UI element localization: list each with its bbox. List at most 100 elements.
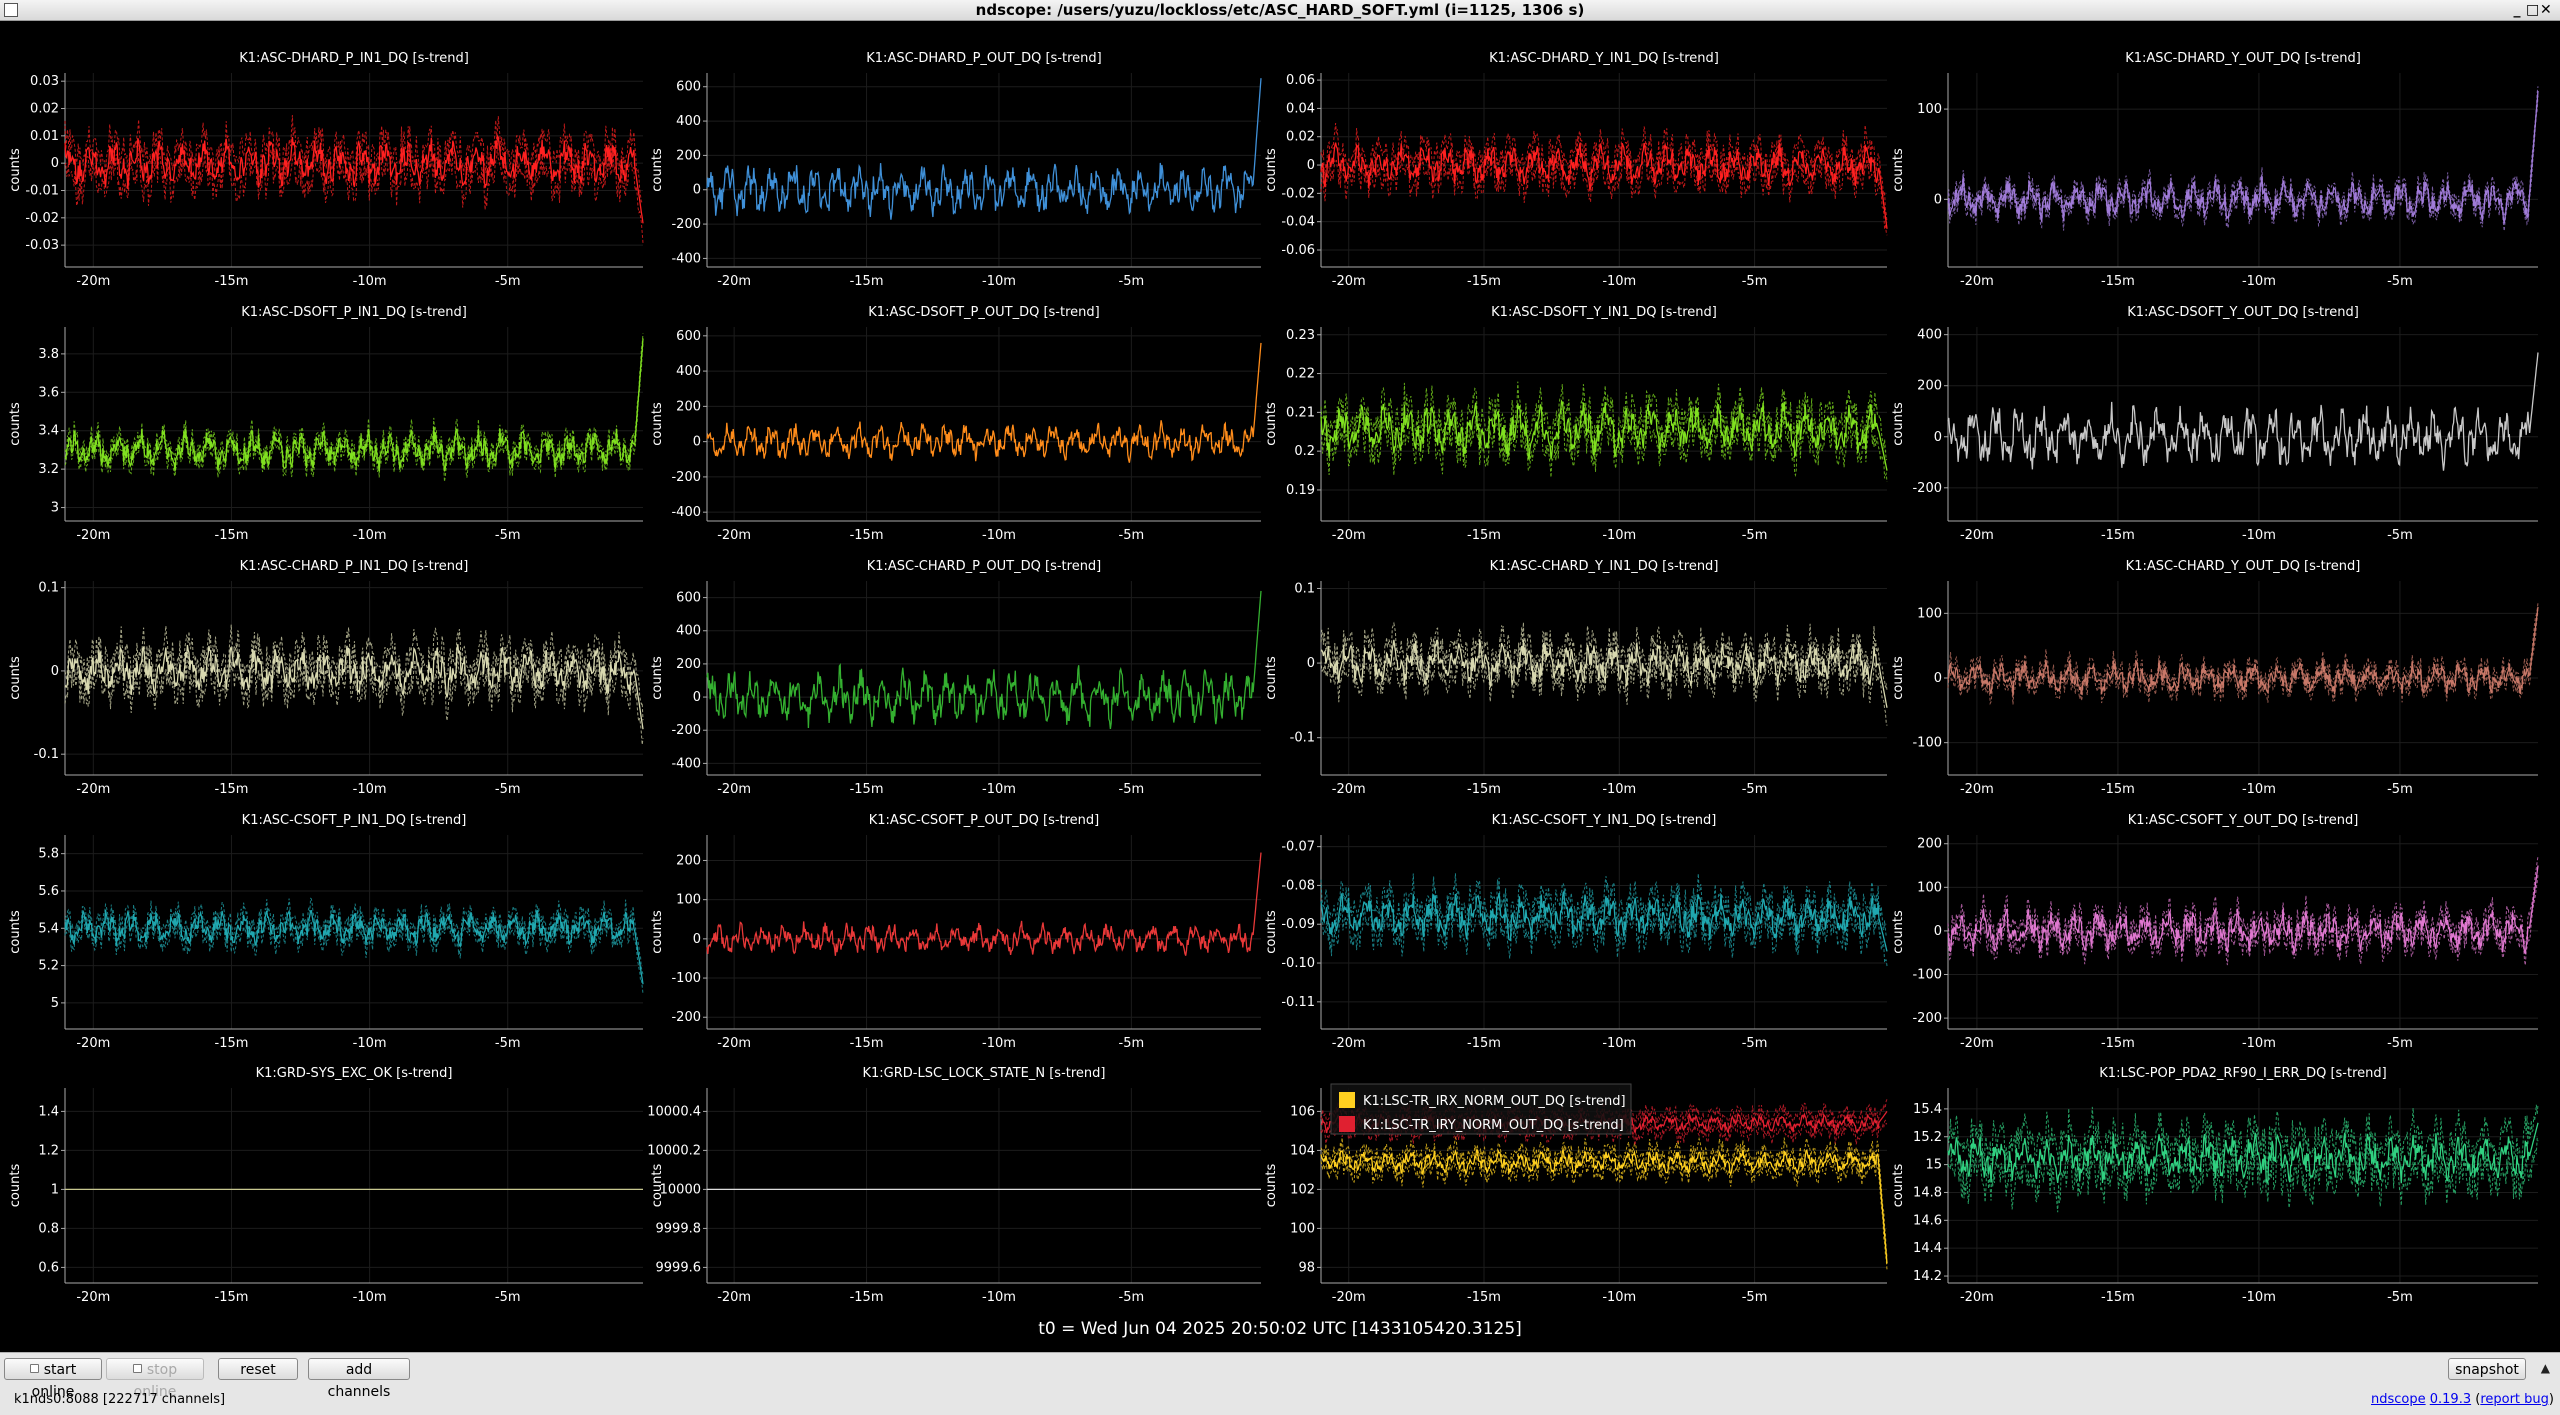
plot-panel-10[interactable]: K1:ASC-CHARD_Y_IN1_DQ [s-trend] counts -20…	[1264, 559, 1888, 797]
x-tick-label: -15m	[215, 1290, 249, 1305]
x-tick-label: -5m	[1119, 1290, 1145, 1305]
maximize-icon[interactable]: □	[2526, 2, 2544, 18]
y-axis-label: counts	[650, 402, 665, 446]
x-tick-label: -20m	[76, 274, 110, 289]
x-tick-label: -10m	[982, 1036, 1016, 1051]
plot-title: K1:ASC-CSOFT_P_OUT_DQ [s-trend]	[869, 813, 1100, 828]
series-line	[64, 338, 644, 472]
y-tick-label: 5	[51, 996, 59, 1011]
reset-button[interactable]: reset	[218, 1358, 298, 1380]
x-tick-label: -10m	[2242, 528, 2276, 543]
plot-panel-3[interactable]: K1:ASC-DHARD_Y_OUT_DQ [s-trend] counts -20…	[1891, 51, 2539, 289]
y-tick-label: 1.2	[38, 1143, 59, 1158]
series-min-trend	[1320, 1153, 1888, 1270]
minimize-icon[interactable]: _	[2513, 2, 2525, 18]
y-tick-label: -0.04	[1281, 215, 1315, 230]
y-tick-label: 0	[51, 156, 59, 171]
x-tick-label: -5m	[2387, 1036, 2413, 1051]
y-tick-label: -0.07	[1281, 840, 1315, 855]
close-icon[interactable]: ✕	[2540, 2, 2556, 18]
plot-panel-8[interactable]: K1:ASC-CHARD_P_IN1_DQ [s-trend] counts -20…	[8, 559, 644, 797]
legend-label: K1:LSC-TR_IRX_NORM_OUT_DQ [s-trend]	[1363, 1094, 1626, 1109]
series-min-trend	[1947, 1137, 2539, 1213]
add-channels-button[interactable]: add channels	[308, 1358, 410, 1400]
y-axis-label: counts	[1264, 1164, 1279, 1208]
start-online-button[interactable]: start online	[4, 1358, 102, 1400]
stop-online-button[interactable]: stop online	[106, 1358, 204, 1400]
y-tick-label: 9999.6	[656, 1260, 702, 1275]
series-line	[706, 78, 1262, 220]
series-min-trend	[64, 142, 644, 244]
y-tick-label: 14.8	[1913, 1185, 1942, 1200]
y-tick-label: 200	[676, 853, 701, 868]
y-tick-label: 3.2	[38, 462, 59, 477]
plot-panel-1[interactable]: K1:ASC-DHARD_P_OUT_DQ [s-trend] counts -20…	[650, 51, 1262, 289]
series-line	[1947, 90, 2539, 224]
x-tick-label: -10m	[982, 528, 1016, 543]
y-tick-label: 0.21	[1286, 405, 1315, 420]
ndscope-link[interactable]: ndscope	[2370, 1392, 2426, 1407]
y-axis-label: counts	[1264, 910, 1279, 954]
x-tick-label: -15m	[1467, 1290, 1501, 1305]
plot-panel-9[interactable]: K1:ASC-CHARD_P_OUT_DQ [s-trend] counts -20…	[650, 559, 1262, 797]
expand-up-icon[interactable]: ▲	[2540, 1361, 2550, 1375]
y-tick-label: 14.4	[1913, 1241, 1942, 1256]
y-tick-label: 200	[676, 399, 701, 414]
series-max-trend	[64, 897, 644, 975]
plot-panel-16[interactable]: K1:GRD-SYS_EXC_OK [s-trend] counts -20m -15…	[8, 1066, 643, 1305]
y-tick-label: -0.1	[1290, 731, 1315, 746]
y-axis-label: counts	[650, 1164, 665, 1208]
version-link[interactable]: 0.19.3	[2429, 1392, 2472, 1407]
y-tick-label: 100	[1290, 1221, 1315, 1236]
plot-grid[interactable]: K1:ASC-DHARD_P_IN1_DQ [s-trend] counts -20…	[0, 21, 2560, 1311]
plot-panel-13[interactable]: K1:ASC-CSOFT_P_OUT_DQ [s-trend] counts -20…	[650, 813, 1262, 1051]
y-tick-label: -200	[671, 217, 701, 232]
plot-panel-18[interactable]: counts -20m -15m -10m -5m 106 104 102 100 98 K1:LS…	[1264, 1083, 1888, 1305]
plot-panel-19[interactable]: K1:LSC-POP_PDA2_RF90_I_ERR_DQ [s-trend] c…	[1891, 1066, 2539, 1305]
plot-title: K1:ASC-CHARD_P_OUT_DQ [s-trend]	[867, 559, 1102, 574]
plot-panel-7[interactable]: K1:ASC-DSOFT_Y_OUT_DQ [s-trend] counts -20…	[1891, 305, 2539, 543]
plot-panel-5[interactable]: K1:ASC-DSOFT_P_OUT_DQ [s-trend] counts -20…	[650, 305, 1262, 543]
plot-panel-6[interactable]: K1:ASC-DSOFT_Y_IN1_DQ [s-trend] counts -20…	[1264, 305, 1888, 543]
plot-panel-15[interactable]: K1:ASC-CSOFT_Y_OUT_DQ [s-trend] counts -20…	[1891, 813, 2539, 1051]
plot-panel-0[interactable]: K1:ASC-DHARD_P_IN1_DQ [s-trend] counts -20…	[8, 51, 644, 289]
y-tick-label: 0.23	[1286, 328, 1315, 343]
plot-panel-4[interactable]: K1:ASC-DSOFT_P_IN1_DQ [s-trend] counts -20…	[8, 305, 644, 543]
y-tick-label: 5.8	[38, 847, 59, 862]
x-tick-label: -15m	[2101, 1036, 2135, 1051]
legend-box[interactable]	[1330, 1083, 1632, 1135]
y-tick-label: 400	[676, 364, 701, 379]
plot-panel-11[interactable]: K1:ASC-CHARD_Y_OUT_DQ [s-trend] counts -20…	[1891, 559, 2539, 797]
series-min-trend	[64, 914, 644, 994]
y-axis-label: counts	[8, 1164, 23, 1208]
series-max-trend	[1947, 86, 2539, 219]
snapshot-button[interactable]: snapshot	[2448, 1358, 2526, 1380]
x-tick-label: -20m	[1332, 274, 1366, 289]
y-tick-label: 0	[51, 664, 59, 679]
series-line	[1947, 606, 2539, 696]
window-titlebar: ndscope: /users/yuzu/lockloss/etc/ASC_HA…	[0, 0, 2560, 21]
series-min-trend	[1320, 151, 1888, 236]
y-tick-label: 0	[693, 435, 701, 450]
y-axis-label: counts	[8, 402, 23, 446]
plot-panel-17[interactable]: K1:GRD-LSC_LOCK_STATE_N [s-trend] counts -…	[647, 1066, 1261, 1305]
y-tick-label: 200	[1917, 379, 1942, 394]
x-tick-label: -5m	[2387, 1290, 2413, 1305]
plots-canvas[interactable]: K1:ASC-DHARD_P_IN1_DQ [s-trend] counts -20…	[0, 21, 2560, 1311]
plot-panel-12[interactable]: K1:ASC-CSOFT_P_IN1_DQ [s-trend] counts -20…	[8, 813, 644, 1051]
plot-panel-2[interactable]: K1:ASC-DHARD_Y_IN1_DQ [s-trend] counts -20…	[1264, 51, 1888, 289]
plot-panel-14[interactable]: K1:ASC-CSOFT_Y_IN1_DQ [s-trend] counts -20…	[1264, 813, 1888, 1051]
series-line	[64, 644, 644, 730]
x-tick-label: -5m	[495, 528, 521, 543]
x-tick-label: -20m	[1960, 528, 1994, 543]
x-tick-label: -10m	[353, 1036, 387, 1051]
report-bug-link[interactable]: report bug	[2480, 1392, 2549, 1407]
y-tick-label: 98	[1298, 1260, 1315, 1275]
y-tick-label: -200	[671, 1010, 701, 1025]
y-tick-label: 100	[1917, 102, 1942, 117]
x-tick-label: -10m	[2242, 274, 2276, 289]
y-tick-label: 0	[1934, 192, 1942, 207]
x-tick-label: -15m	[2101, 528, 2135, 543]
y-tick-label: -0.10	[1281, 956, 1315, 971]
y-tick-label: 600	[676, 329, 701, 344]
